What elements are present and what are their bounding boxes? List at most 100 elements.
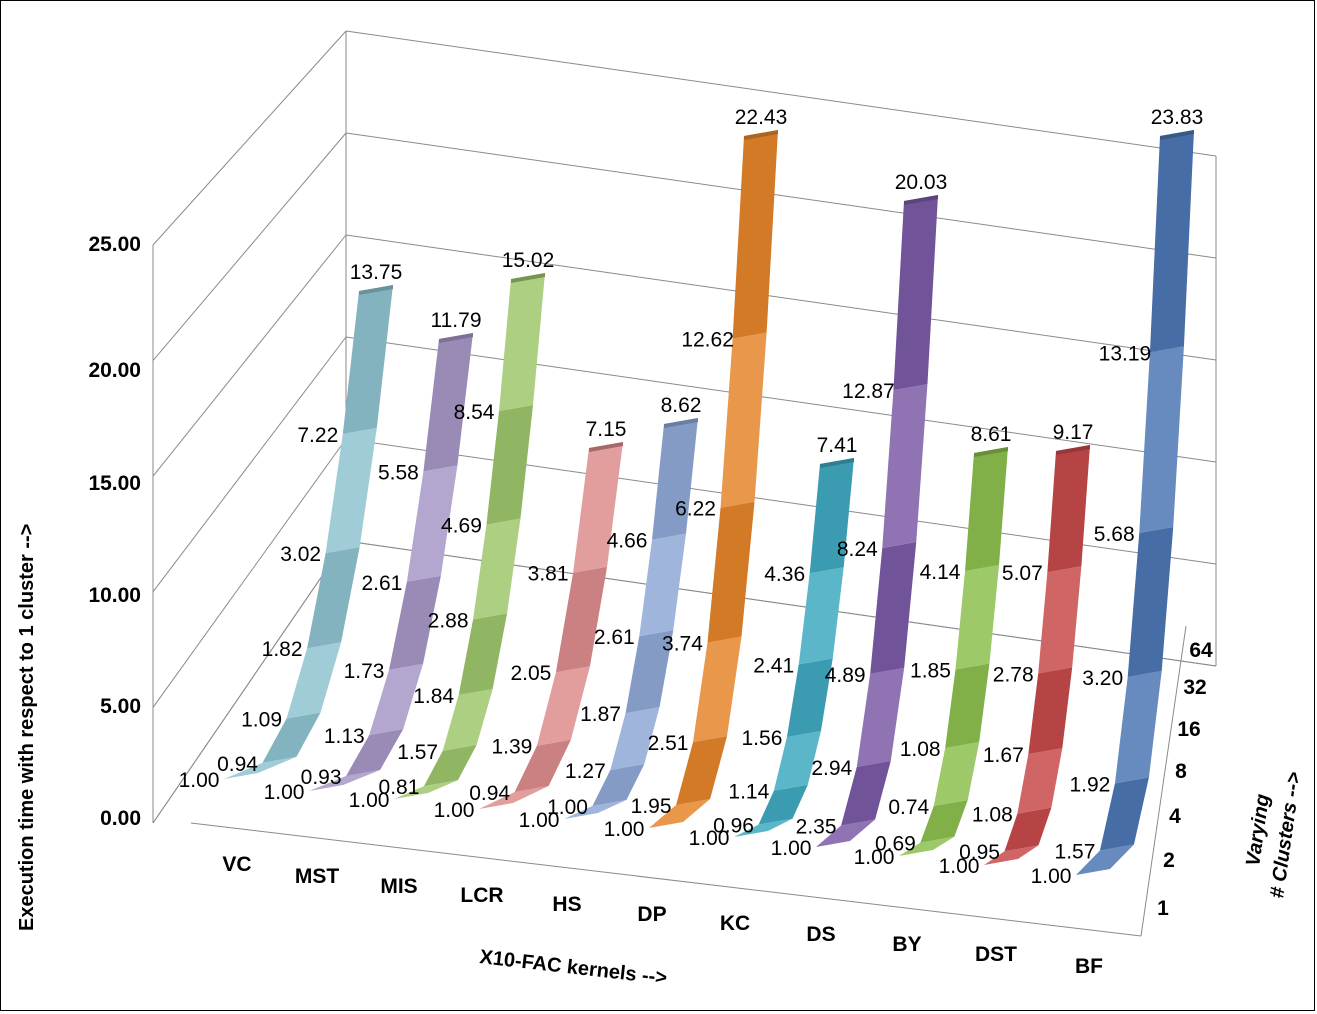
ribbon-segment-bf xyxy=(1114,670,1162,784)
ribbon-segment-bf xyxy=(1099,777,1149,851)
ribbon-segment-dst xyxy=(984,845,1039,865)
ribbon-segment-mis xyxy=(486,405,534,525)
cluster-tick-label: 64 xyxy=(1189,639,1213,662)
value-label: 4.69 xyxy=(441,515,482,538)
value-label: 2.88 xyxy=(428,609,469,632)
value-label: 1.39 xyxy=(491,736,532,759)
ribbon-cap-hs xyxy=(664,418,698,428)
value-label: 5.07 xyxy=(1002,562,1043,585)
ribbon-cap-lcr xyxy=(589,442,623,452)
value-label: 1.00 xyxy=(854,846,895,869)
x-tick-label: DST xyxy=(975,943,1017,966)
grid-line-left xyxy=(152,132,347,361)
ribbon-segment-by xyxy=(933,742,980,807)
x-tick-label: KC xyxy=(720,912,750,935)
ribbon-segment-mis xyxy=(458,613,508,696)
y-tick-label: 20.00 xyxy=(88,359,141,382)
ribbon-segment-dst xyxy=(1038,566,1082,674)
ribbon-segment-mis xyxy=(423,744,477,787)
y-axis-title: Execution time with respect to 1 cluster… xyxy=(16,524,38,931)
value-label: 7.22 xyxy=(297,424,338,447)
grid-line-back xyxy=(345,30,1217,157)
value-label: 1.27 xyxy=(565,760,606,783)
value-label: 12.62 xyxy=(681,329,734,352)
value-label: 4.14 xyxy=(920,561,961,584)
ribbon-cap-mis xyxy=(511,273,545,283)
ribbon-segment-dp xyxy=(676,736,728,806)
x-axis-line xyxy=(190,822,1142,937)
cluster-tick-label: 2 xyxy=(1163,849,1175,872)
value-label: 1.13 xyxy=(324,725,365,748)
ribbon-segment-hs xyxy=(625,630,674,714)
x-tick-label: HS xyxy=(552,893,581,916)
grid-line-left xyxy=(152,336,347,593)
value-label: 1.92 xyxy=(1069,773,1110,796)
ribbon-segment-kc xyxy=(786,658,833,738)
grid-line-back xyxy=(345,234,1217,361)
x-tick-label: LCR xyxy=(460,884,503,907)
value-label: 1.00 xyxy=(349,789,390,812)
value-label: 8.54 xyxy=(454,401,495,424)
value-label: 4.36 xyxy=(764,563,805,586)
x-tick-label: VC xyxy=(222,853,251,876)
y-axis-ticks: 0.00 5.00 10.00 15.00 20.00 25.00 xyxy=(88,233,141,830)
ribbon-segment-lcr xyxy=(536,666,590,746)
value-label: 23.83 xyxy=(1151,106,1204,129)
cluster-tick-label: 1 xyxy=(1157,897,1169,920)
x-tick-label: MIS xyxy=(380,875,417,898)
ribbon-segment-mis xyxy=(473,518,521,620)
ribbon-segment-hs xyxy=(610,707,660,771)
value-label: 6.22 xyxy=(675,498,716,521)
value-label: 1.08 xyxy=(972,804,1013,827)
ribbon-segment-bf xyxy=(1127,526,1174,677)
y-tick-label: 10.00 xyxy=(88,584,141,607)
ribbon-segment-bf xyxy=(1076,844,1134,875)
x-tick-label: DP xyxy=(637,903,666,926)
ribbon-segment-mst xyxy=(406,465,458,582)
ribbon-segment-kc xyxy=(773,731,821,791)
value-label: 2.41 xyxy=(753,654,794,677)
value-label: 0.94 xyxy=(469,782,510,805)
grid-line-left xyxy=(152,438,347,708)
ribbon-segment-kc xyxy=(798,567,844,665)
value-label: 1.00 xyxy=(939,855,980,878)
ribbon-segment-dst xyxy=(1047,445,1090,573)
value-label: 1.67 xyxy=(983,744,1024,767)
floor-left-edge xyxy=(152,540,347,824)
value-label: 1.14 xyxy=(728,781,769,804)
cluster-axis-ticks: 1 2 4 8 16 32 64 xyxy=(1157,639,1213,920)
ribbon-segment-mst xyxy=(389,575,441,670)
x-axis-title: X10-FAC kernels --> xyxy=(478,946,668,989)
value-label: 1.85 xyxy=(910,659,951,682)
value-label: 1.00 xyxy=(1031,865,1072,888)
ribbon-cap-dst xyxy=(1056,445,1090,455)
value-label: 8.62 xyxy=(661,394,702,417)
y-tick-label: 0.00 xyxy=(100,807,141,830)
value-label: 1.56 xyxy=(742,727,783,750)
y-tick-label: 5.00 xyxy=(100,695,141,718)
ribbon-segment-hs xyxy=(652,418,698,540)
value-label: 1.84 xyxy=(413,685,454,708)
value-label: 1.00 xyxy=(179,769,220,792)
cluster-tick-label: 8 xyxy=(1175,760,1187,783)
ribbon-cap-ds xyxy=(904,195,938,205)
ribbon-segment-dst xyxy=(1004,807,1052,852)
ribbon-segment-lcr xyxy=(514,739,571,793)
grid-line-left xyxy=(152,234,347,477)
value-label: 1.73 xyxy=(344,660,385,683)
x-tick-label: DS xyxy=(806,923,835,946)
ribbon-segment-dp xyxy=(720,332,767,508)
ribbon-segment-vc xyxy=(224,756,297,779)
ribbon-segment-mst xyxy=(369,663,424,735)
value-label: 1.00 xyxy=(604,818,645,841)
value-label: 7.41 xyxy=(817,434,858,457)
y-tick-label: 25.00 xyxy=(88,233,141,256)
y-tick-label: 15.00 xyxy=(88,472,141,495)
value-label: 0.81 xyxy=(379,776,420,799)
ribbon-segment-ds xyxy=(816,819,876,847)
grid-line-back xyxy=(345,132,1217,259)
ribbon-cap-vc xyxy=(359,285,393,295)
ribbon-segment-ds xyxy=(856,667,905,767)
ribbon-segment-ds xyxy=(870,542,917,674)
